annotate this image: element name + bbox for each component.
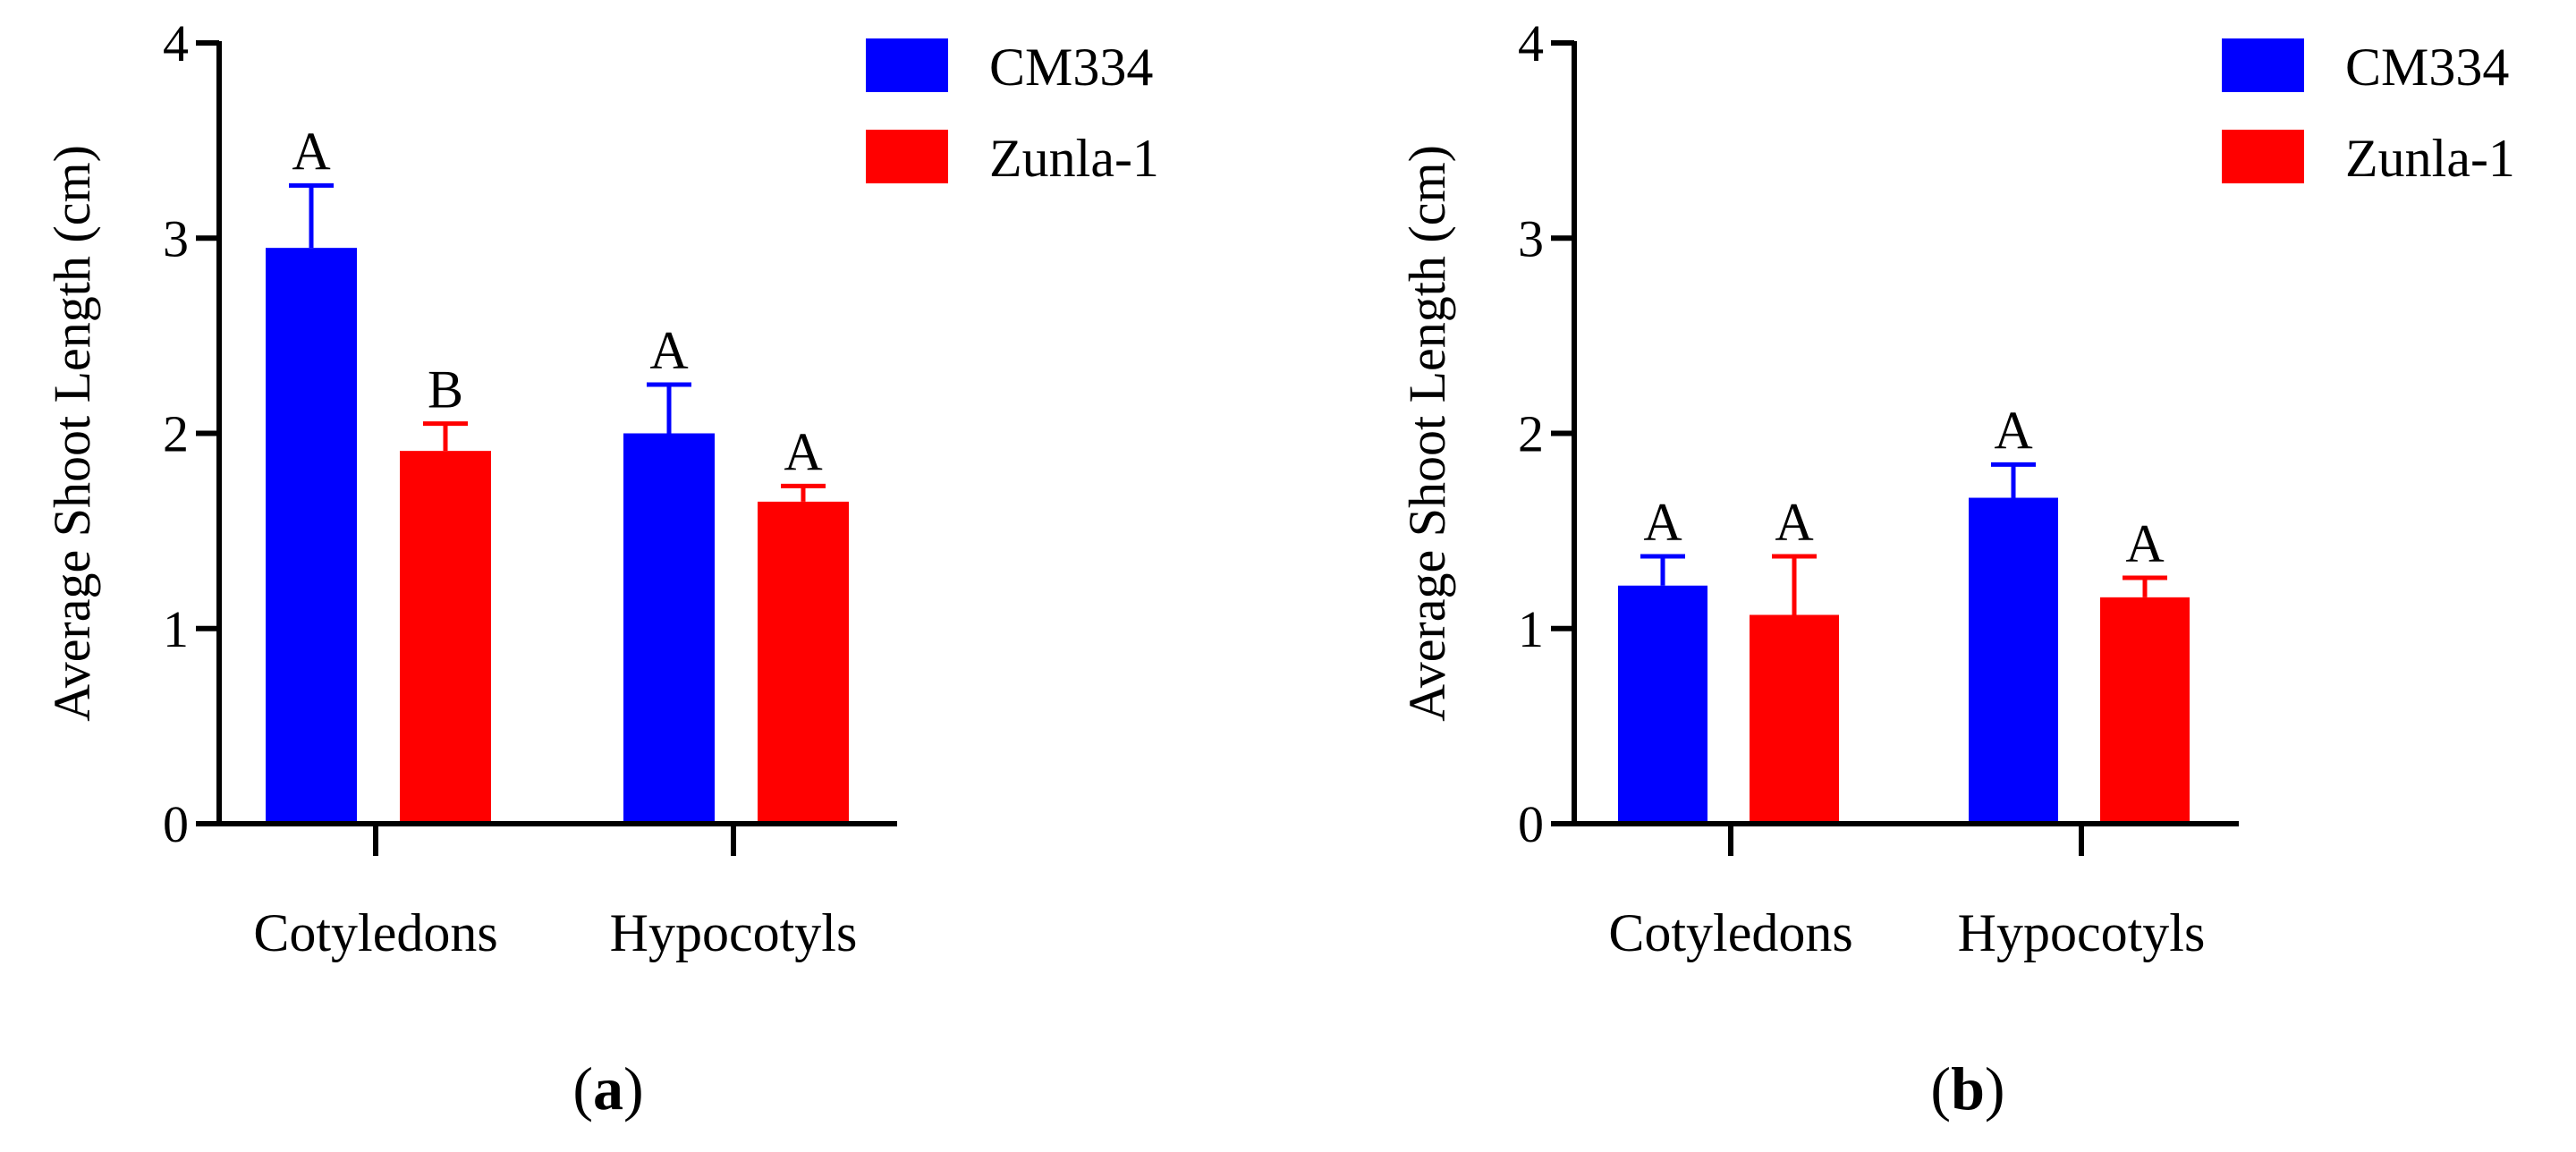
panel-b-sig-letter-zunla-1-cotyledons: A <box>1775 493 1813 552</box>
panel-a-caption: (a) <box>572 1055 643 1122</box>
panel-a-sig-letter-cm334-cotyledons: A <box>292 122 330 181</box>
panel-b-caption: (b) <box>1930 1055 2004 1122</box>
panel-b-sig-letter-cm334-cotyledons: A <box>1643 493 1682 552</box>
panel-a-chart: A A B A 0 1 2 3 4 Cotyledons Hypocotyls Average Sho… <box>43 14 1159 962</box>
panel-b-sig-letter-zunla-1-hypocotyls: A <box>2125 514 2164 573</box>
panel-b-y-tick-label: 0 <box>1518 795 1544 853</box>
panel-a-bar-cm334-hypocotyls <box>623 433 715 824</box>
panel-b-bar-zunla-1-hypocotyls <box>2100 597 2190 824</box>
panel-b-y-tick-label: 3 <box>1518 209 1544 267</box>
panel-a-y-tick-label: 1 <box>163 600 189 658</box>
panel-a-x-tick-label-cotyledons: Cotyledons <box>253 903 497 962</box>
panel-a-y-tick-label: 3 <box>163 209 189 267</box>
panel-b-y-tick-label: 2 <box>1518 405 1544 463</box>
panel-a-sig-letter-cm334-hypocotyls: A <box>649 321 688 380</box>
panel-a-bar-cm334-cotyledons <box>266 248 357 825</box>
panel-b-sig-letter-cm334-hypocotyls: A <box>1994 401 2032 460</box>
panel-a-bar-zunla-1-hypocotyls <box>758 501 849 824</box>
panel-b-bar-cm334-cotyledons <box>1618 585 1707 824</box>
panel-b-x-tick-label-hypocotyls: Hypocotyls <box>1958 903 2206 962</box>
panel-a-y-tick-label: 4 <box>163 14 189 72</box>
panel-b-y-tick-label: 4 <box>1518 14 1544 72</box>
panel-b-legend-swatch-zunla-1 <box>2222 130 2304 183</box>
panel-b-y-axis-title: Average Shoot Length (cm) <box>1398 145 1456 722</box>
panel-a-x-tick-label-hypocotyls: Hypocotyls <box>610 903 858 962</box>
panel-a-legend-label-cm334: CM334 <box>989 38 1153 97</box>
panel-a-legend-swatch-cm334 <box>866 38 948 92</box>
panel-a-y-axis-title: Average Shoot Length (cm) <box>43 145 101 722</box>
panel-b-legend-label-cm334: CM334 <box>2345 38 2509 97</box>
panel-a-y-tick-label: 0 <box>163 795 189 853</box>
panel-b-chart: A A A A 0 1 2 3 4 Cotyledons Hypocotyls Average Sho… <box>1398 14 2515 962</box>
panel-a-legend-swatch-zunla-1 <box>866 130 948 183</box>
panel-b-bar-zunla-1-cotyledons <box>1750 614 1839 824</box>
panel-b-bar-cm334-hypocotyls <box>1969 497 2058 824</box>
panel-b-legend-label-zunla-1: Zunla-1 <box>2345 129 2515 188</box>
panel-b-x-tick-label-cotyledons: Cotyledons <box>1608 903 1852 962</box>
panel-a-legend-label-zunla-1: Zunla-1 <box>989 129 1159 188</box>
panel-a-sig-letter-zunla-1-hypocotyls: A <box>784 422 822 481</box>
panel-a-y-tick-label: 2 <box>163 405 189 463</box>
panel-a-sig-letter-zunla-1-cotyledons: B <box>428 360 463 419</box>
panel-a-bar-zunla-1-cotyledons <box>400 451 491 824</box>
panel-b-y-tick-label: 1 <box>1518 600 1544 658</box>
panel-b-legend-swatch-cm334 <box>2222 38 2304 92</box>
